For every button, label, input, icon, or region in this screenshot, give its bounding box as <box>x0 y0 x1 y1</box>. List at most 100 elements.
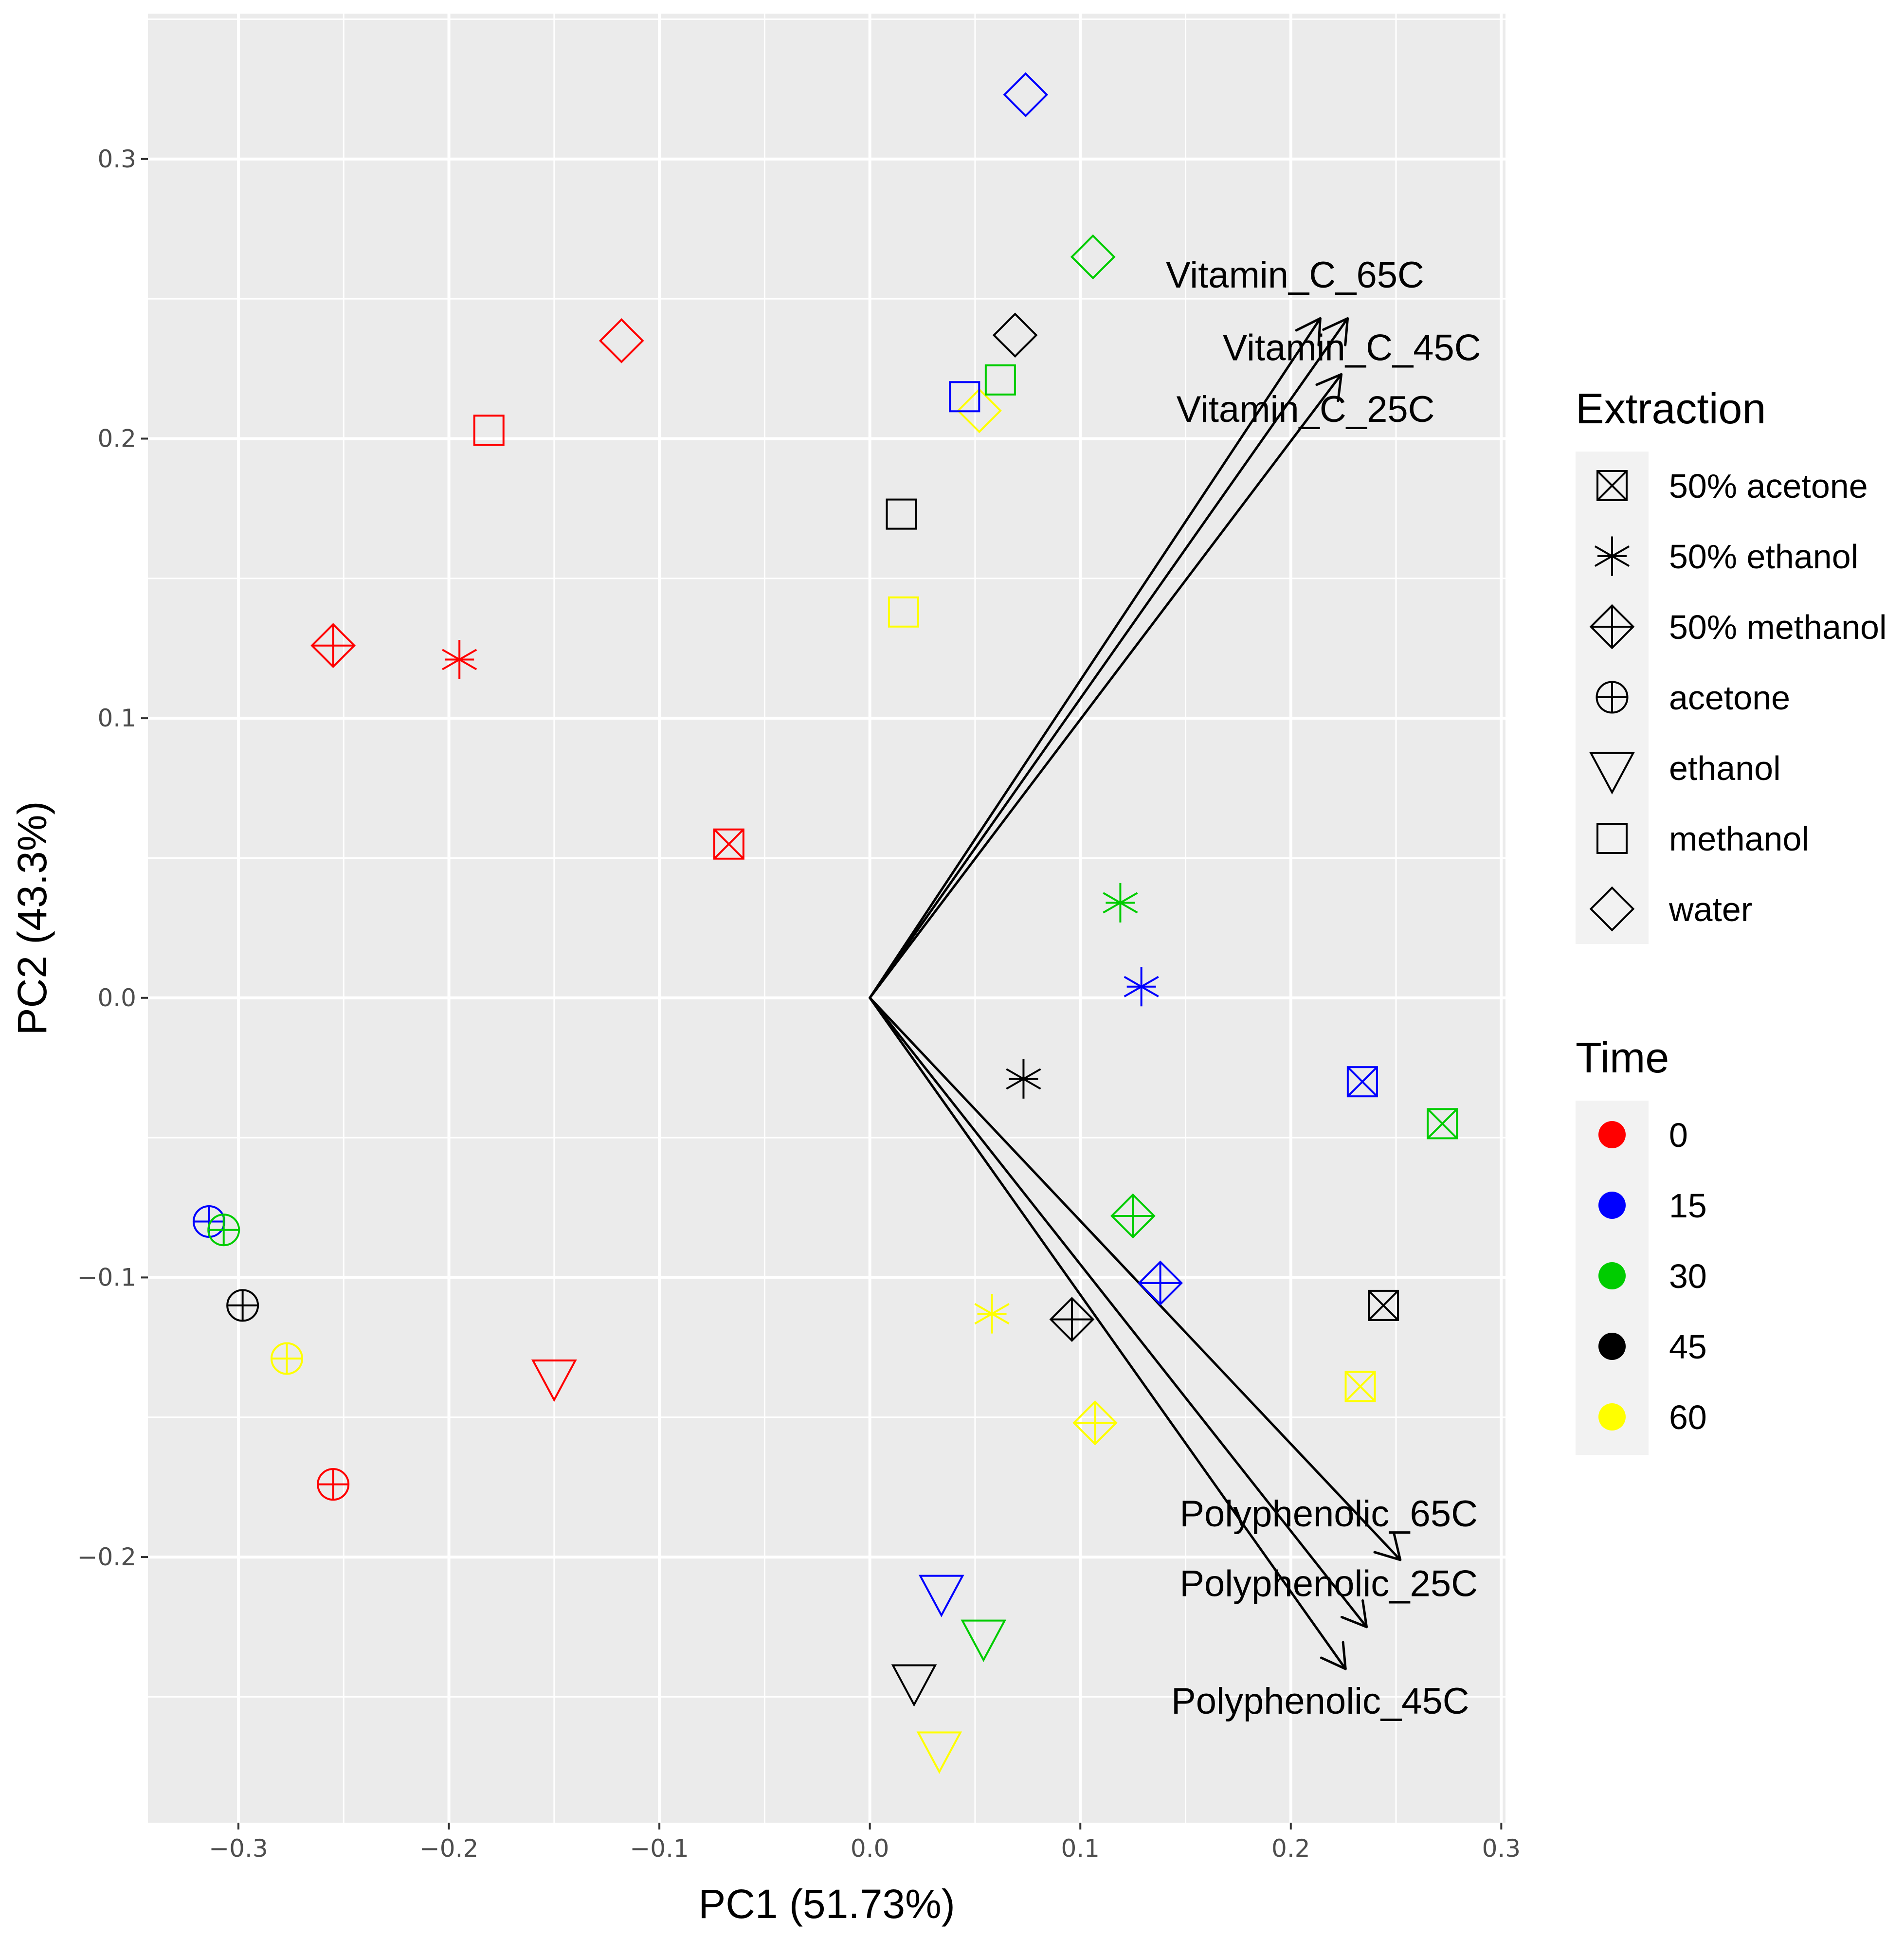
point-50pct-methanol-t60 <box>1072 1400 1118 1446</box>
vector-arrowhead <box>1340 1599 1368 1629</box>
y-tick-label: −0.1 <box>77 1263 136 1291</box>
legend-extraction: Extraction 50% acetone 50% ethanol 50% met… <box>1576 384 1887 944</box>
legend-extraction-label: 50% methanol <box>1669 608 1887 646</box>
point-water-t45 <box>992 312 1038 358</box>
panel-background <box>148 14 1505 1823</box>
point-acetone-t60 <box>270 1342 303 1375</box>
vector-line <box>869 996 1402 1561</box>
legend-extraction-label: water <box>1668 890 1752 928</box>
point-water-t15 <box>1003 72 1049 117</box>
point-acetone-t30 <box>207 1214 240 1247</box>
vector-line <box>869 996 1347 1670</box>
legend-time-label: 60 <box>1669 1398 1707 1436</box>
point-50pct-acetone-t30 <box>1427 1108 1458 1140</box>
y-tick-label: 0.2 <box>97 424 136 453</box>
y-tick-label: −0.2 <box>77 1543 136 1571</box>
vector-label: Polyphenolic_65C <box>1179 1493 1478 1535</box>
vector-arrowhead <box>1315 373 1343 402</box>
legend-extraction-item-50pct-ethanol: 50% ethanol <box>1594 536 1858 576</box>
x-tick-label: 0.3 <box>1482 1834 1521 1863</box>
legend-extraction-title: Extraction <box>1576 384 1766 433</box>
legend-time-swatch <box>1598 1192 1626 1219</box>
point-50pct-acetone-t15 <box>1346 1066 1378 1098</box>
legend-extraction-item-water: water <box>1589 886 1752 932</box>
legend-time-item-15: 15 <box>1598 1187 1707 1225</box>
y-tick-label: 0.1 <box>97 704 136 732</box>
point-50pct-ethanol-t0 <box>442 639 477 679</box>
point-methanol-t0 <box>473 415 505 446</box>
point-50pct-ethanol-t45 <box>1006 1059 1041 1099</box>
point-50pct-ethanol-t60 <box>974 1294 1010 1334</box>
x-tick-label: 0.0 <box>851 1834 889 1863</box>
vector-arrowhead <box>1320 1641 1347 1670</box>
point-acetone-t45 <box>226 1289 259 1322</box>
legend-time-swatch <box>1598 1403 1626 1431</box>
grid-lines <box>148 14 1505 1823</box>
legend-extraction-label: 50% acetone <box>1669 467 1868 505</box>
y-axis-title: PC2 (43.3%) <box>9 801 55 1035</box>
vector-polyphenolic-45c: Polyphenolic_45C <box>869 996 1469 1722</box>
point-methanol-t45 <box>886 498 917 530</box>
point-ethanol-t60 <box>916 1731 962 1774</box>
vector-arrowhead <box>1373 1532 1402 1561</box>
point-water-t0 <box>598 318 644 363</box>
point-ethanol-t45 <box>891 1664 937 1707</box>
legend-time-title: Time <box>1576 1033 1669 1082</box>
legend-extraction-item-methanol: methanol <box>1596 820 1809 858</box>
x-tick-label: −0.3 <box>209 1834 268 1863</box>
point-ethanol-t15 <box>918 1575 964 1617</box>
vector-label: Polyphenolic_25C <box>1179 1563 1478 1605</box>
point-methanol-t15 <box>949 381 980 413</box>
legend-time-item-45: 45 <box>1598 1328 1707 1366</box>
legend-extraction-item-50pct-methanol: 50% methanol <box>1589 604 1887 650</box>
x-axis-title: PC1 (51.73%) <box>698 1881 955 1927</box>
point-water-t30 <box>1070 234 1116 280</box>
vector-label: Vitamin_C_65C <box>1166 254 1424 296</box>
legend-time-swatch <box>1598 1333 1626 1360</box>
point-50pct-methanol-t15 <box>1138 1260 1183 1306</box>
point-50pct-ethanol-t15 <box>1124 967 1159 1007</box>
vector-label: Polyphenolic_45C <box>1171 1681 1469 1722</box>
legend-time: Time 0 15 30 45 60 <box>1576 1033 1707 1455</box>
vector-arrowhead <box>1322 317 1349 346</box>
point-water-t60 <box>957 388 1002 434</box>
x-axis-ticks: −0.3 −0.2 −0.1 0.0 0.1 0.2 0.3 <box>209 1823 1521 1863</box>
vector-label: Vitamin_C_25C <box>1177 389 1435 430</box>
point-50pct-acetone-t45 <box>1368 1289 1399 1321</box>
legend-time-label: 45 <box>1669 1328 1707 1366</box>
y-tick-label: 0.3 <box>97 145 136 173</box>
vector-vitamin-c-45c: Vitamin_C_45C <box>869 317 1481 999</box>
legend-time-item-30: 30 <box>1598 1257 1707 1295</box>
vector-line <box>869 317 1349 999</box>
legend-extraction-item-ethanol: ethanol <box>1589 749 1781 795</box>
vector-vitamin-c-25c: Vitamin_C_25C <box>869 373 1435 999</box>
legend-extraction-label: 50% ethanol <box>1669 538 1858 576</box>
point-50pct-acetone-t60 <box>1344 1371 1376 1402</box>
point-methanol-t30 <box>984 364 1016 396</box>
point-ethanol-t30 <box>961 1619 1007 1662</box>
vector-arrowhead <box>1295 317 1322 346</box>
legend-time-item-60: 60 <box>1598 1398 1707 1436</box>
legend-time-item-0: 0 <box>1598 1116 1688 1154</box>
point-50pct-methanol-t30 <box>1110 1193 1156 1239</box>
point-50pct-ethanol-t30 <box>1103 883 1138 923</box>
legend-time-swatch <box>1598 1121 1626 1148</box>
vector-label: Vitamin_C_45C <box>1223 327 1481 369</box>
legend-extraction-label: acetone <box>1669 679 1790 717</box>
vector-vitamin-c-65c: Vitamin_C_65C <box>869 254 1424 999</box>
vector-polyphenolic-25c: Polyphenolic_25C <box>869 996 1478 1629</box>
vector-line <box>869 317 1322 999</box>
legend-time-label: 30 <box>1669 1257 1707 1295</box>
vector-line <box>869 373 1343 999</box>
legend-extraction-item-acetone: acetone <box>1596 679 1790 717</box>
legend-time-swatch <box>1598 1262 1626 1289</box>
y-tick-label: 0.0 <box>97 984 136 1012</box>
score-points <box>192 72 1458 1774</box>
point-50pct-acetone-t0 <box>713 828 744 860</box>
legend-time-label: 15 <box>1669 1187 1707 1225</box>
loading-vectors: Vitamin_C_65C Vitamin_C_45C Vitamin_C_25C P… <box>869 254 1481 1722</box>
legend-extraction-item-50pct-acetone: 50% acetone <box>1596 467 1868 505</box>
x-tick-label: 0.2 <box>1271 1834 1310 1863</box>
point-methanol-t60 <box>888 596 919 628</box>
